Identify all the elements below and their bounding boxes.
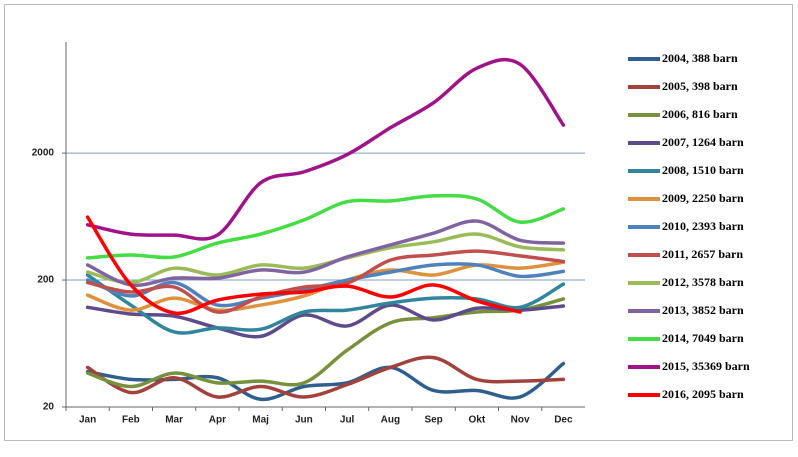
x-tick-label: Feb	[122, 415, 140, 426]
series-line	[85, 297, 566, 389]
x-tick-label: Aug	[381, 415, 400, 426]
x-tick-label: Dec	[554, 415, 573, 426]
y-tick-label: 200	[37, 275, 54, 286]
x-tick-label: Sep	[424, 415, 442, 426]
x-tick-label: Mar	[165, 415, 183, 426]
x-tick-label: Jun	[295, 415, 313, 426]
x-tick-label: Jul	[340, 415, 355, 426]
plot-area	[66, 42, 585, 407]
legend-label: 2014, 7049 barn	[662, 331, 744, 345]
legend-label: 2016, 2095 barn	[662, 387, 744, 401]
series-line	[85, 193, 566, 260]
x-tick-label: Nov	[511, 415, 530, 426]
y-tick-label: 2000	[32, 148, 55, 159]
x-tick-label: Apr	[209, 415, 226, 426]
series-line	[85, 215, 522, 316]
legend-label: 2006, 816 barn	[662, 107, 738, 121]
legend-label: 2009, 2250 barn	[662, 191, 744, 205]
legend-label: 2011, 2657 barn	[662, 247, 743, 261]
legend-label: 2008, 1510 barn	[662, 163, 744, 177]
legend-label: 2012, 3578 barn	[662, 275, 744, 289]
series-line	[85, 219, 566, 288]
series-line	[85, 249, 566, 314]
legend-label: 2004, 388 barn	[662, 51, 738, 65]
x-tick-label: Jan	[79, 415, 96, 426]
series-line	[85, 355, 566, 399]
legend-label: 2010, 2393 barn	[662, 219, 744, 233]
legend-label: 2005, 398 barn	[662, 79, 738, 93]
series-line	[85, 303, 566, 339]
x-tick-label: Okt	[469, 415, 486, 426]
y-tick-label: 20	[43, 402, 55, 413]
series-line	[85, 57, 566, 241]
legend-label: 2007, 1264 barn	[662, 135, 744, 149]
series-line	[85, 273, 566, 335]
legend-label: 2015, 35369 barn	[662, 359, 750, 373]
legend-label: 2013, 3852 barn	[662, 303, 744, 317]
x-tick-label: Maj	[252, 415, 269, 426]
